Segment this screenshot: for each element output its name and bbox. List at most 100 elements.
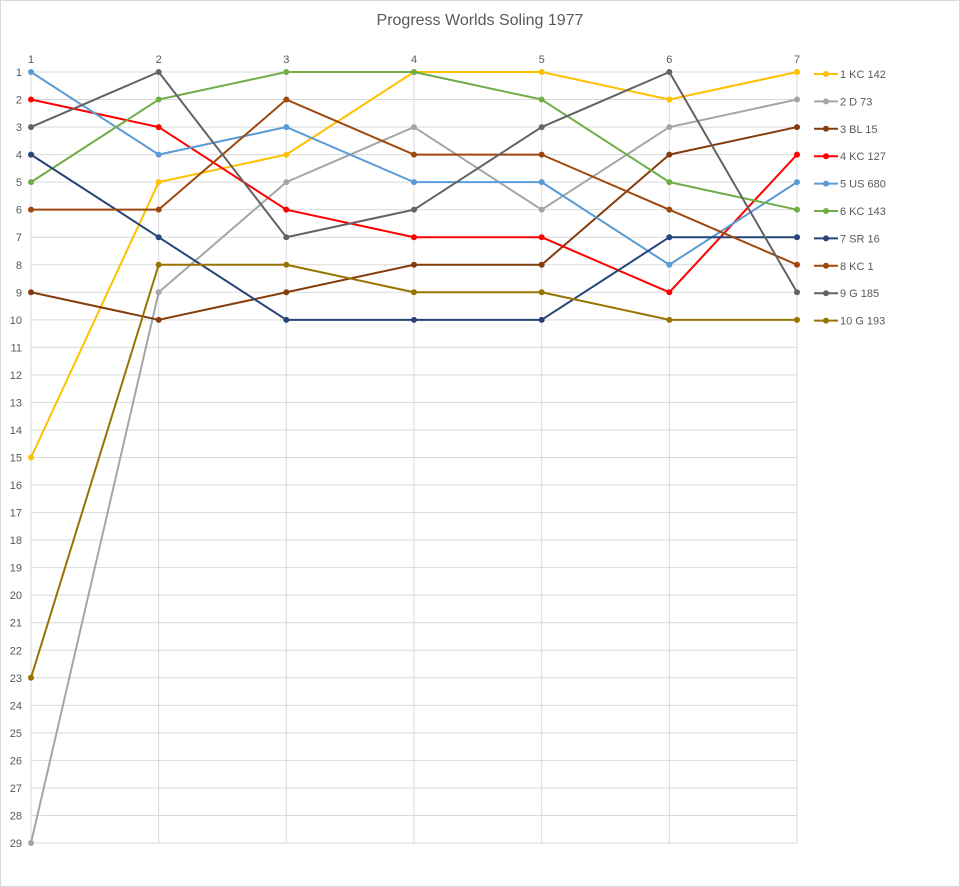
data-point [28,179,34,186]
legend-label: 8 KC 1 [840,261,874,273]
data-point [794,179,800,186]
data-point [538,69,545,75]
legend-dot-marker [823,71,829,77]
y-tick-label: 11 [11,342,22,354]
y-tick-label: 23 [10,673,22,685]
x-tick-label: 5 [539,54,545,66]
y-tick-label: 28 [10,810,22,822]
data-point [411,124,417,131]
x-tick-label: 3 [283,54,289,66]
y-tick-label: 22 [10,645,22,657]
y-tick-label: 3 [16,122,22,134]
data-point [155,124,162,131]
data-point [411,69,417,75]
y-tick-label: 10 [10,315,22,327]
series-5 [28,69,800,268]
data-point [666,261,673,268]
data-point [155,316,162,323]
data-point [794,124,800,131]
legend-dot-marker [823,235,829,242]
chart-title: Progress Worlds Soling 1977 [377,12,584,29]
data-point [794,289,800,296]
data-point [666,151,673,158]
data-point [794,234,800,241]
data-point [28,840,34,846]
legend-dot-marker [823,125,829,132]
legend-item: 9 G 185 [814,288,879,300]
data-point [283,96,290,103]
data-point [538,261,545,268]
data-point [538,179,545,186]
data-point [794,206,800,213]
y-axis: 1234567891011121314151617181920212223242… [10,67,22,850]
data-point [155,96,162,103]
series-10 [28,261,800,681]
data-point [538,289,545,296]
data-point [155,179,162,186]
y-tick-label: 20 [10,590,22,602]
legend-label: 9 G 185 [840,288,879,300]
data-point [155,151,162,158]
legend-label: 5 US 680 [840,179,886,191]
legend-label: 10 G 193 [840,316,885,328]
legend-item: 10 G 193 [814,316,885,328]
y-tick-label: 13 [10,397,22,409]
data-point [28,674,34,681]
legend-item: 3 BL 15 [814,124,878,136]
legend-label: 4 KC 127 [840,151,886,163]
data-point [283,316,290,323]
data-point [666,179,673,186]
legend-dot-marker [823,180,829,187]
data-point [411,316,417,323]
data-point [538,124,545,131]
series-3 [28,124,800,323]
data-point [155,234,162,241]
series-8 [28,96,800,268]
data-point [666,234,673,241]
data-point [794,69,800,75]
legend-item: 4 KC 127 [814,151,886,163]
y-tick-label: 17 [10,508,22,520]
legend-dot-marker [823,317,829,324]
x-tick-label: 2 [156,54,162,66]
y-tick-label: 4 [16,150,22,162]
legend-label: 1 KC 142 [840,69,886,81]
y-tick-label: 15 [10,453,22,465]
y-tick-label: 7 [16,232,22,244]
legend-dot-marker [823,98,829,105]
data-point [283,206,290,213]
data-point [411,206,417,213]
series-lines [28,69,800,846]
data-point [28,454,34,461]
data-point [538,151,545,158]
y-tick-label: 8 [16,260,22,272]
data-point [794,261,800,268]
y-tick-label: 12 [10,370,22,382]
legend-label: 6 KC 143 [840,206,886,218]
series-4 [28,96,800,296]
legend-item: 1 KC 142 [814,69,886,81]
legend-label: 7 SR 16 [840,233,880,245]
legend: 1 KC 142 2 D 73 3 BL 15 4 KC 127 5 US 680 6 K… [814,69,886,328]
data-point [28,289,34,296]
data-point [155,69,162,75]
data-point [411,234,417,241]
legend-label: 2 D 73 [840,96,872,108]
data-point [666,124,673,131]
data-point [411,261,417,268]
data-point [155,289,162,296]
data-point [666,206,673,213]
legend-dot-marker [823,208,829,214]
data-point [28,96,34,103]
data-point [411,151,417,158]
x-tick-label: 4 [411,54,417,66]
legend-item: 5 US 680 [814,179,886,191]
data-point [283,151,290,158]
y-tick-label: 26 [10,755,22,767]
series-2 [28,96,800,846]
data-point [794,316,800,323]
y-tick-label: 18 [10,535,22,547]
legend-item: 7 SR 16 [814,233,880,245]
y-tick-label: 1 [16,67,22,79]
